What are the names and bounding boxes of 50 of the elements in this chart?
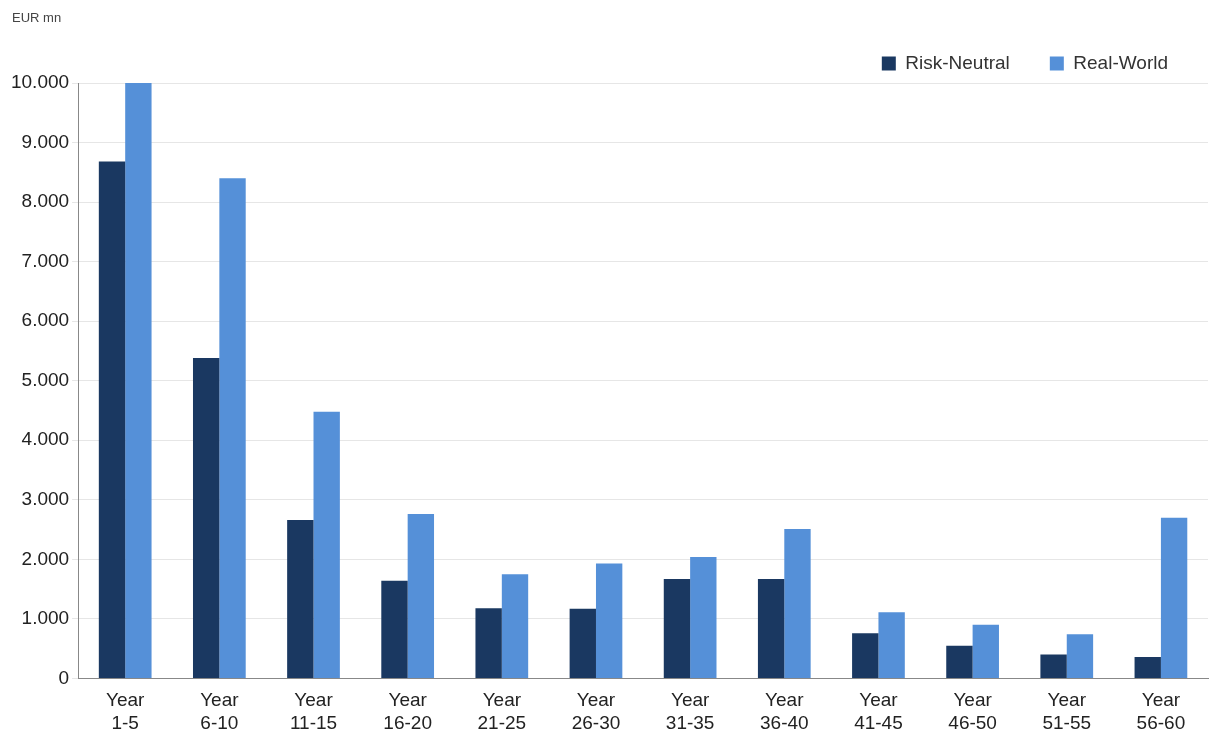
legend-label: Real-World: [1073, 51, 1169, 73]
bar: [878, 612, 905, 678]
bar: [381, 580, 408, 678]
bar: [313, 411, 340, 678]
x-tick-label: Year 56-60: [1136, 689, 1186, 733]
x-tick-label: Year 41-45: [854, 689, 903, 733]
bar: [219, 178, 246, 678]
x-tick-label: Year 21-25: [477, 689, 527, 733]
y-tick-label: 4.000: [21, 428, 70, 450]
bar: [663, 578, 691, 678]
bar: [1040, 654, 1067, 678]
y-tick-label: 7.000: [21, 249, 70, 271]
x-tick-label: Year 51-55: [1042, 689, 1092, 733]
x-tick-label: Year 31-35: [665, 689, 715, 733]
y-tick-label: 9.000: [21, 130, 70, 152]
bar: [1160, 517, 1188, 678]
x-tick-label: Year 16-20: [383, 689, 432, 733]
y-tick-label: 6.000: [21, 309, 70, 331]
bar: [98, 161, 126, 678]
bar: [125, 83, 152, 678]
y-tick-label: 0: [58, 666, 70, 688]
x-tick-label: Year 46-50: [948, 689, 997, 733]
bar: [946, 645, 973, 678]
bar: [1066, 634, 1094, 678]
x-tick-label: Year 11-15: [289, 689, 338, 733]
y-axis-title: EUR mn: [12, 10, 62, 26]
bar: [287, 520, 314, 678]
bar: [757, 578, 785, 678]
y-tick-label: 10.000: [10, 71, 70, 93]
bar: [407, 514, 435, 678]
bar: [972, 624, 999, 678]
bar: [192, 358, 220, 678]
x-tick-label: Year 6-10: [200, 689, 240, 733]
bar: [690, 556, 717, 678]
bar: [852, 633, 879, 678]
y-tick-label: 3.000: [21, 488, 70, 510]
x-tick-label: Year 26-30: [571, 689, 621, 733]
bar: [569, 608, 596, 678]
bar: [1134, 656, 1161, 678]
y-tick-label: 2.000: [21, 547, 70, 569]
x-tick-label: Year 36-40: [759, 689, 809, 733]
bar: [784, 528, 811, 678]
y-tick-label: 8.000: [21, 190, 70, 212]
legend-label: Risk-Neutral: [905, 51, 1010, 73]
bar: [475, 608, 502, 678]
y-tick-label: 5.000: [21, 368, 70, 390]
bar: [595, 563, 623, 678]
x-tick-label: Year 1-5: [106, 689, 146, 733]
y-tick-label: 1.000: [21, 607, 70, 629]
bar: [501, 574, 529, 678]
